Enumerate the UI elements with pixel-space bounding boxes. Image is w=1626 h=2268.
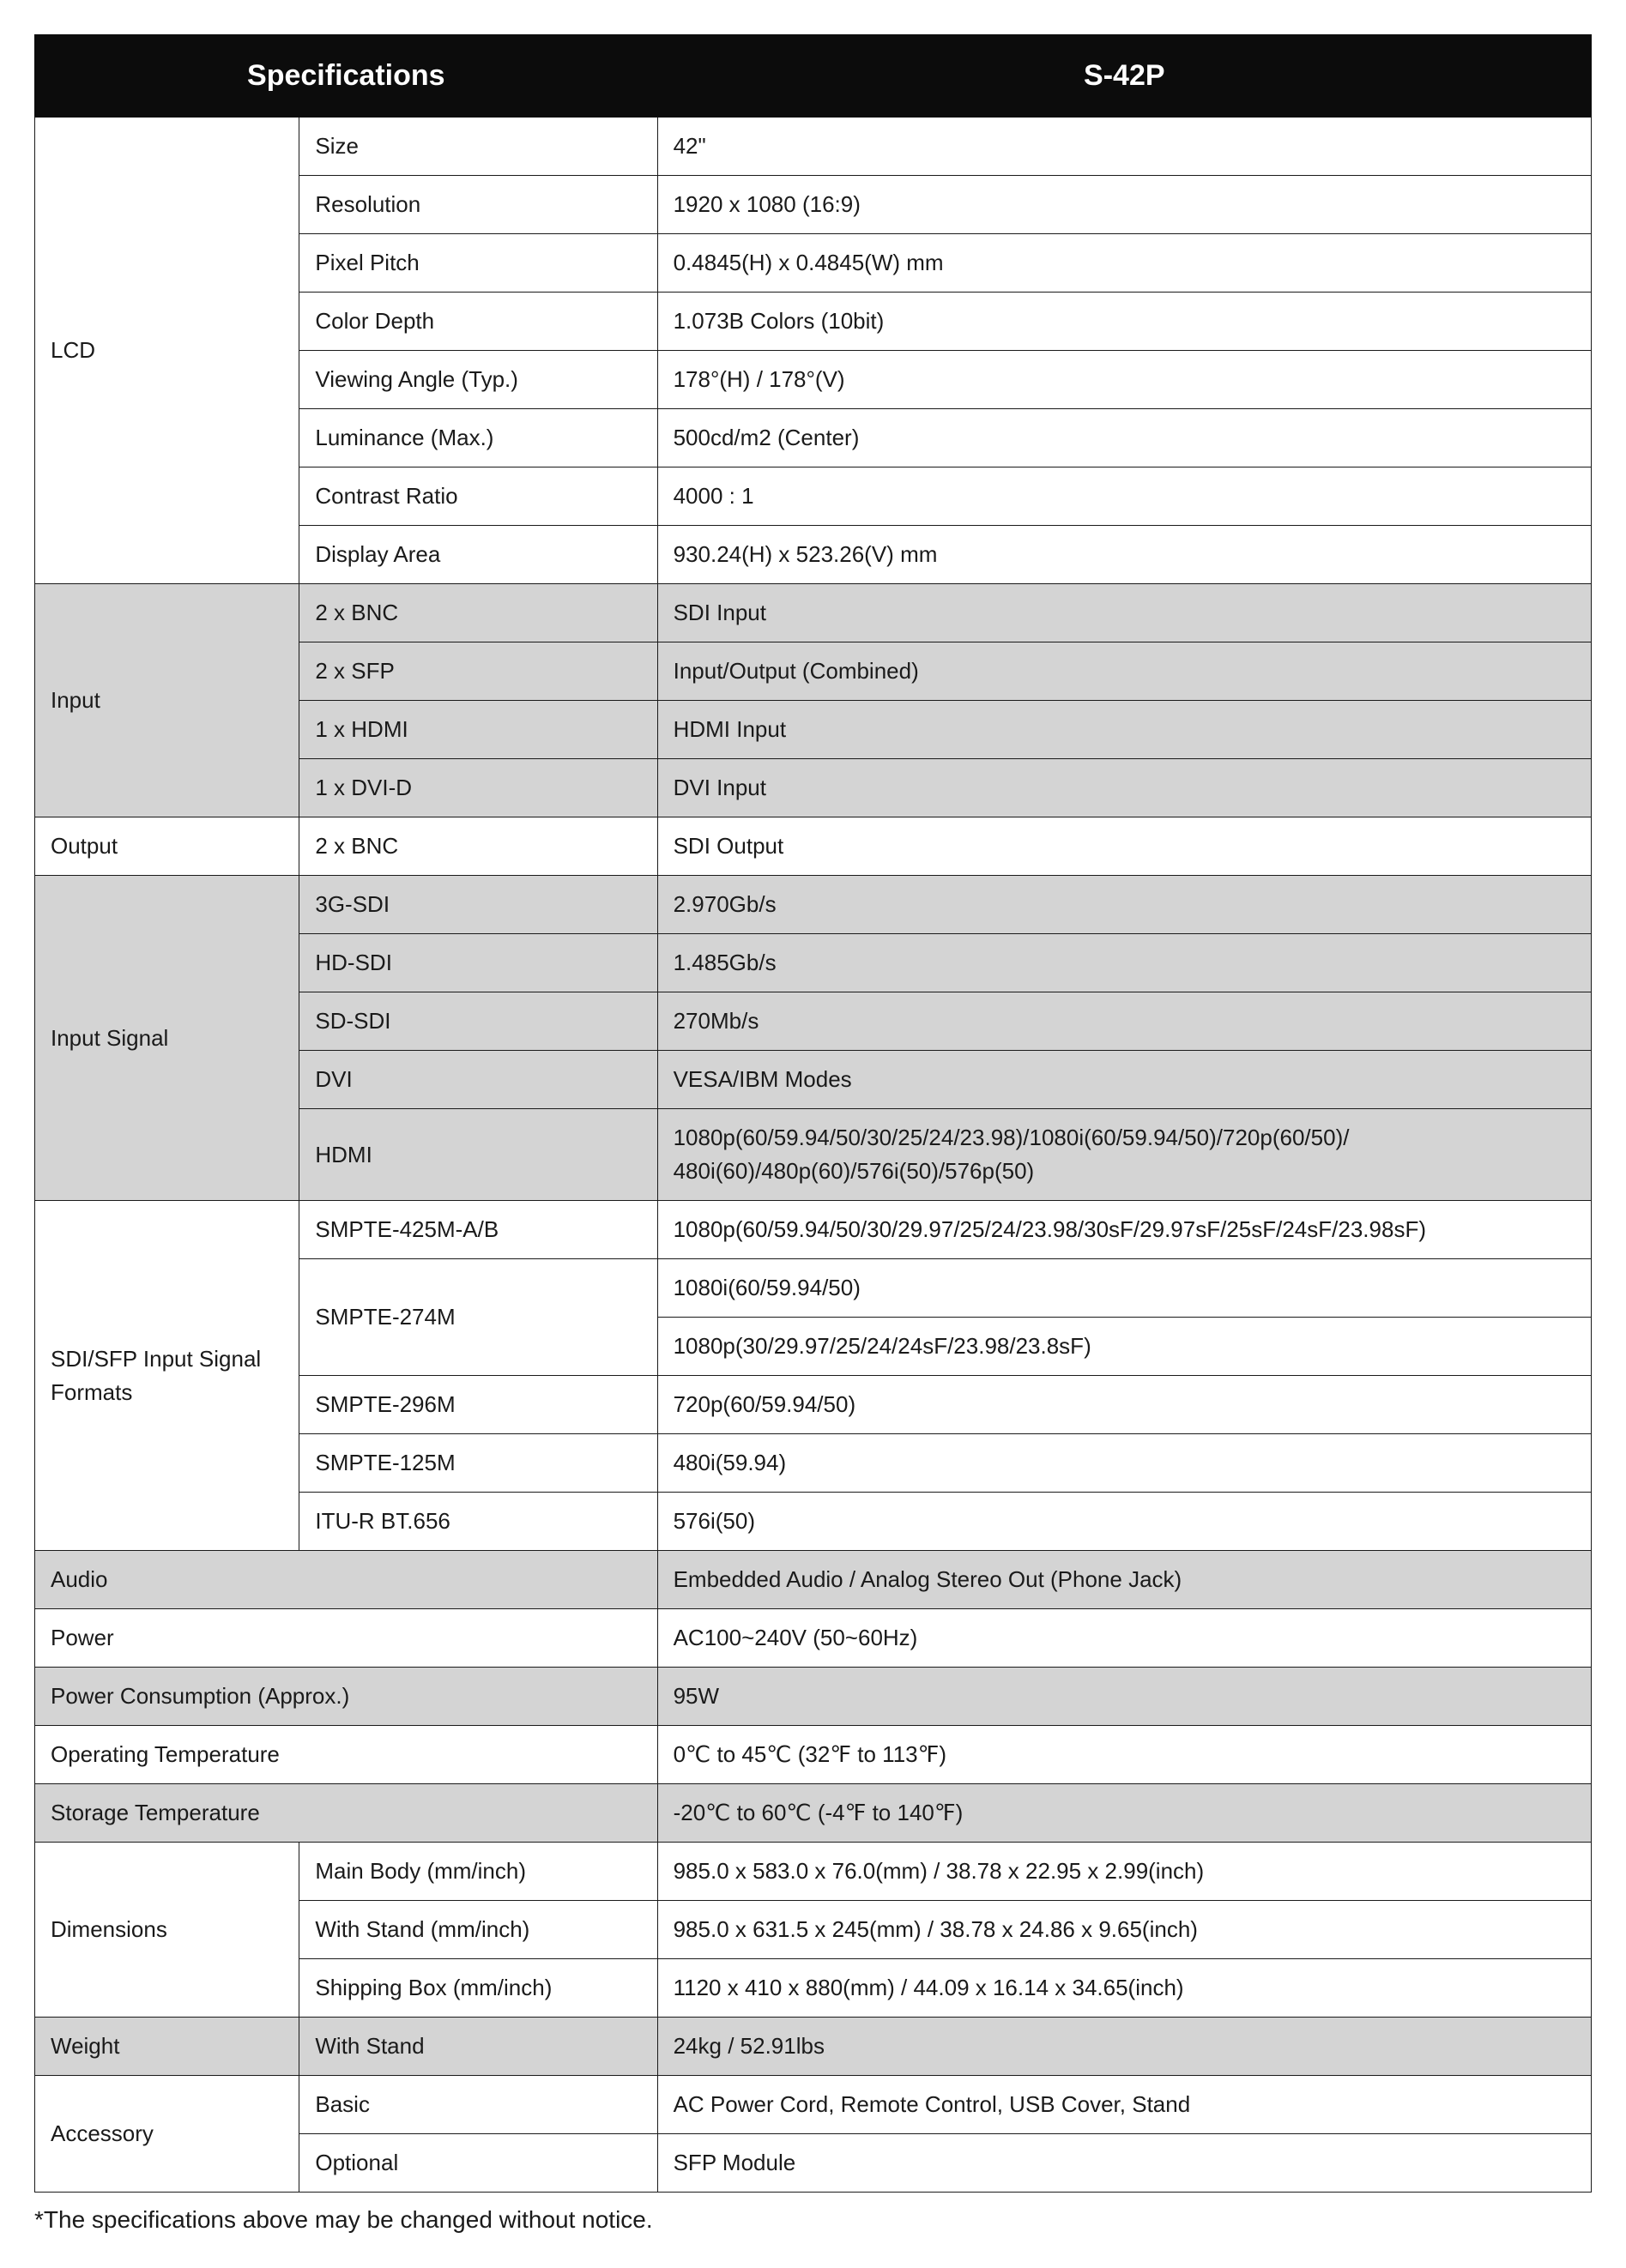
spec-label: Operating Temperature bbox=[35, 1726, 658, 1784]
spec-label: ITU-R BT.656 bbox=[299, 1493, 657, 1551]
spec-label: 3G-SDI bbox=[299, 876, 657, 934]
spec-value: 24kg / 52.91lbs bbox=[657, 2018, 1591, 2076]
spec-value: 270Mb/s bbox=[657, 992, 1591, 1051]
spec-value: 985.0 x 631.5 x 245(mm) / 38.78 x 24.86 … bbox=[657, 1901, 1591, 1959]
table-row: SDI/SFP Input Signal Formats SMPTE-425M-… bbox=[35, 1201, 1592, 1259]
spec-value: 1120 x 410 x 880(mm) / 44.09 x 16.14 x 3… bbox=[657, 1959, 1591, 2018]
spec-value: 720p(60/59.94/50) bbox=[657, 1376, 1591, 1434]
spec-label: With Stand bbox=[299, 2018, 657, 2076]
spec-label: Power Consumption (Approx.) bbox=[35, 1668, 658, 1726]
header-model: S-42P bbox=[657, 35, 1591, 118]
spec-value: 480i(59.94) bbox=[657, 1434, 1591, 1493]
spec-value: VESA/IBM Modes bbox=[657, 1051, 1591, 1109]
spec-value: 930.24(H) x 523.26(V) mm bbox=[657, 526, 1591, 584]
spec-value: 2.970Gb/s bbox=[657, 876, 1591, 934]
spec-label: Resolution bbox=[299, 176, 657, 234]
spec-label: Storage Temperature bbox=[35, 1784, 658, 1843]
spec-value: 95W bbox=[657, 1668, 1591, 1726]
spec-label: Pixel Pitch bbox=[299, 234, 657, 293]
table-row: Power Consumption (Approx.) 95W bbox=[35, 1668, 1592, 1726]
group-input-signal: Input Signal bbox=[35, 876, 299, 1201]
spec-label: SMPTE-296M bbox=[299, 1376, 657, 1434]
spec-label: 2 x BNC bbox=[299, 817, 657, 876]
spec-label: 2 x SFP bbox=[299, 642, 657, 701]
spec-label: 1 x DVI-D bbox=[299, 759, 657, 817]
table-row: Input 2 x BNC SDI Input bbox=[35, 584, 1592, 642]
spec-label: Main Body (mm/inch) bbox=[299, 1843, 657, 1901]
spec-table: Specifications S-42P LCD Size 42" Resolu… bbox=[34, 34, 1592, 2193]
table-row: Power AC100~240V (50~60Hz) bbox=[35, 1609, 1592, 1668]
group-weight: Weight bbox=[35, 2018, 299, 2076]
table-row: Storage Temperature -20℃ to 60℃ (-4℉ to … bbox=[35, 1784, 1592, 1843]
table-header-row: Specifications S-42P bbox=[35, 35, 1592, 118]
group-sdi-sfp: SDI/SFP Input Signal Formats bbox=[35, 1201, 299, 1551]
spec-label: Luminance (Max.) bbox=[299, 409, 657, 467]
spec-value: SDI Output bbox=[657, 817, 1591, 876]
spec-label: Audio bbox=[35, 1551, 658, 1609]
spec-value: 576i(50) bbox=[657, 1493, 1591, 1551]
spec-value: -20℃ to 60℃ (-4℉ to 140℉) bbox=[657, 1784, 1591, 1843]
footnote: *The specifications above may be changed… bbox=[34, 2206, 1592, 2234]
spec-value: DVI Input bbox=[657, 759, 1591, 817]
spec-value: AC Power Cord, Remote Control, USB Cover… bbox=[657, 2076, 1591, 2134]
spec-label: HDMI bbox=[299, 1109, 657, 1201]
group-dimensions: Dimensions bbox=[35, 1843, 299, 2018]
spec-value: 1080p(60/59.94/50/30/25/24/23.98)/1080i(… bbox=[657, 1109, 1591, 1201]
spec-label: SMPTE-425M-A/B bbox=[299, 1201, 657, 1259]
table-row: Operating Temperature 0℃ to 45℃ (32℉ to … bbox=[35, 1726, 1592, 1784]
spec-label: SMPTE-274M bbox=[299, 1259, 657, 1376]
spec-label: 1 x HDMI bbox=[299, 701, 657, 759]
spec-value: 500cd/m2 (Center) bbox=[657, 409, 1591, 467]
group-output: Output bbox=[35, 817, 299, 876]
header-specifications: Specifications bbox=[35, 35, 658, 118]
spec-value: 1080p(60/59.94/50/30/29.97/25/24/23.98/3… bbox=[657, 1201, 1591, 1259]
spec-label: Viewing Angle (Typ.) bbox=[299, 351, 657, 409]
spec-value: SFP Module bbox=[657, 2134, 1591, 2193]
spec-label: Basic bbox=[299, 2076, 657, 2134]
group-accessory: Accessory bbox=[35, 2076, 299, 2193]
spec-label: Color Depth bbox=[299, 293, 657, 351]
spec-label: 2 x BNC bbox=[299, 584, 657, 642]
group-lcd: LCD bbox=[35, 118, 299, 584]
table-row: Input Signal 3G-SDI 2.970Gb/s bbox=[35, 876, 1592, 934]
spec-label: Shipping Box (mm/inch) bbox=[299, 1959, 657, 2018]
spec-value: Embedded Audio / Analog Stereo Out (Phon… bbox=[657, 1551, 1591, 1609]
spec-value: 1080p(30/29.97/25/24/24sF/23.98/23.8sF) bbox=[657, 1318, 1591, 1376]
spec-value: SDI Input bbox=[657, 584, 1591, 642]
spec-label: Contrast Ratio bbox=[299, 467, 657, 526]
spec-value: 0.4845(H) x 0.4845(W) mm bbox=[657, 234, 1591, 293]
spec-value: 985.0 x 583.0 x 76.0(mm) / 38.78 x 22.95… bbox=[657, 1843, 1591, 1901]
spec-label: Optional bbox=[299, 2134, 657, 2193]
spec-value: 1080i(60/59.94/50) bbox=[657, 1259, 1591, 1318]
spec-value: 1.485Gb/s bbox=[657, 934, 1591, 992]
spec-label: SMPTE-125M bbox=[299, 1434, 657, 1493]
spec-value: 1920 x 1080 (16:9) bbox=[657, 176, 1591, 234]
spec-value: 4000 : 1 bbox=[657, 467, 1591, 526]
table-row: Accessory Basic AC Power Cord, Remote Co… bbox=[35, 2076, 1592, 2134]
spec-value: 0℃ to 45℃ (32℉ to 113℉) bbox=[657, 1726, 1591, 1784]
spec-label: HD-SDI bbox=[299, 934, 657, 992]
spec-value: 1.073B Colors (10bit) bbox=[657, 293, 1591, 351]
spec-value: HDMI Input bbox=[657, 701, 1591, 759]
spec-label: DVI bbox=[299, 1051, 657, 1109]
group-input: Input bbox=[35, 584, 299, 817]
spec-value: AC100~240V (50~60Hz) bbox=[657, 1609, 1591, 1668]
spec-label: Size bbox=[299, 118, 657, 176]
table-row: Dimensions Main Body (mm/inch) 985.0 x 5… bbox=[35, 1843, 1592, 1901]
spec-label: Display Area bbox=[299, 526, 657, 584]
spec-value: 42" bbox=[657, 118, 1591, 176]
spec-label: SD-SDI bbox=[299, 992, 657, 1051]
table-row: Output 2 x BNC SDI Output bbox=[35, 817, 1592, 876]
spec-label: With Stand (mm/inch) bbox=[299, 1901, 657, 1959]
table-row: Weight With Stand 24kg / 52.91lbs bbox=[35, 2018, 1592, 2076]
table-row: Audio Embedded Audio / Analog Stereo Out… bbox=[35, 1551, 1592, 1609]
spec-value: 178°(H) / 178°(V) bbox=[657, 351, 1591, 409]
spec-value: Input/Output (Combined) bbox=[657, 642, 1591, 701]
table-row: LCD Size 42" bbox=[35, 118, 1592, 176]
spec-label: Power bbox=[35, 1609, 658, 1668]
